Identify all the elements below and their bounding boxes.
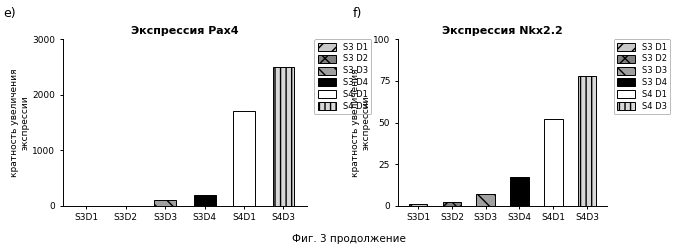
Y-axis label: кратность увеличения
экспрессии: кратность увеличения экспрессии <box>10 68 29 177</box>
Bar <box>154 200 176 206</box>
Bar <box>443 202 461 206</box>
Bar <box>273 67 295 206</box>
Bar <box>476 194 495 206</box>
Bar <box>510 177 528 206</box>
Bar <box>233 111 255 206</box>
Title: Экспрессия Nkx2.2: Экспрессия Nkx2.2 <box>443 26 563 36</box>
Bar <box>409 204 427 206</box>
Text: Фиг. 3 продолжение: Фиг. 3 продолжение <box>292 234 406 244</box>
Title: Экспрессия Pax4: Экспрессия Pax4 <box>131 26 239 36</box>
Text: e): e) <box>3 7 16 20</box>
Legend: S3 D1, S3 D2, S3 D3, S3 D4, S4 D1, S4 D3: S3 D1, S3 D2, S3 D3, S3 D4, S4 D1, S4 D3 <box>314 39 371 114</box>
Bar <box>544 119 563 206</box>
Y-axis label: кратность увеличения
экспрессии: кратность увеличения экспрессии <box>351 68 370 177</box>
Legend: S3 D1, S3 D2, S3 D3, S3 D4, S4 D1, S4 D3: S3 D1, S3 D2, S3 D3, S3 D4, S4 D1, S4 D3 <box>614 39 670 114</box>
Bar <box>578 76 596 206</box>
Text: f): f) <box>352 7 362 20</box>
Bar <box>194 195 216 206</box>
